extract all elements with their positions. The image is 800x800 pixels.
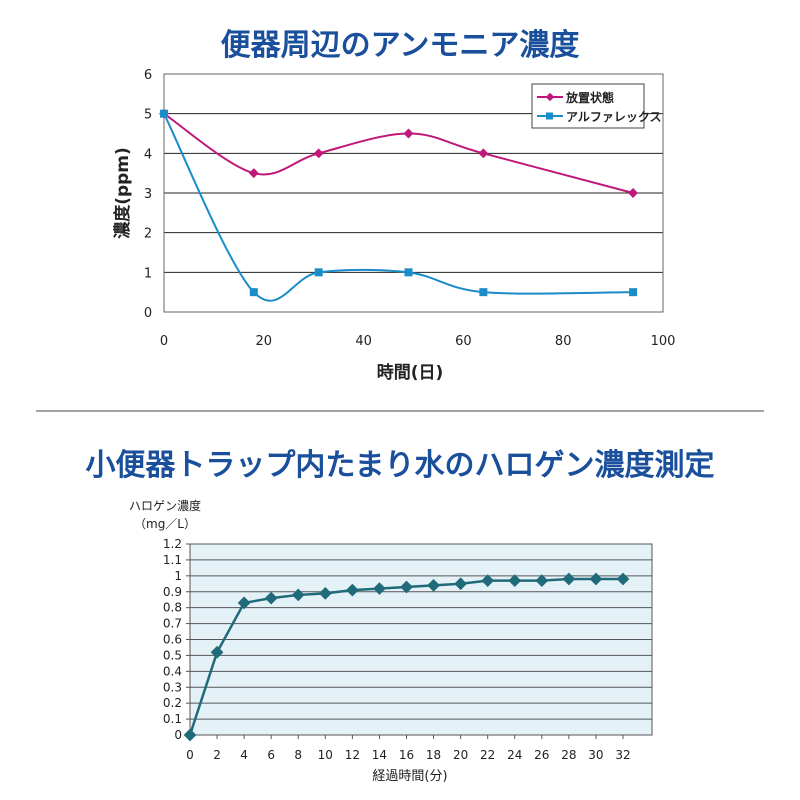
legend-box (531, 83, 645, 129)
x-tick-label: 32 (615, 748, 630, 762)
chart1-title: 便器周辺のアンモニア濃度 (221, 28, 580, 63)
series-line-1 (163, 113, 634, 302)
y-tick-label: 1.1 (163, 553, 182, 567)
data-point (629, 288, 638, 297)
y-tick-label: 0.7 (163, 617, 182, 631)
x-tick-label: 12 (345, 748, 360, 762)
data-point (479, 288, 488, 297)
y-tick-label: 2 (144, 227, 152, 242)
data-point (313, 148, 324, 159)
y-tick-label: 4 (144, 147, 152, 162)
y-tick-label: 0.5 (163, 648, 182, 662)
data-point (314, 268, 323, 277)
data-point (160, 109, 168, 118)
y-tick-label: 6 (144, 68, 152, 83)
plot-area (163, 73, 664, 313)
x-tick-label: 20 (453, 748, 468, 762)
x-tick-label: 26 (534, 748, 549, 762)
x-tick-label: 22 (480, 748, 495, 762)
x-tick-label: 18 (426, 748, 441, 762)
x-tick-label: 16 (399, 748, 414, 762)
x-tick-label: 30 (588, 748, 603, 762)
chart2-title: 小便器トラップ内たまり水のハロゲン濃度測定 (85, 448, 714, 483)
series-line-0 (163, 112, 634, 194)
data-point (248, 168, 259, 179)
y-tick-label: 0 (174, 728, 182, 742)
legend-label: アルファレックス (566, 110, 662, 124)
y-tick-label: 0.2 (163, 696, 182, 710)
x-tick-label: 10 (318, 748, 333, 762)
y-tick-label: 0 (144, 306, 152, 321)
chart1-ylabel: 濃度(ppm) (112, 147, 133, 239)
x-tick-label: 0 (186, 748, 194, 762)
x-tick-label: 2 (213, 748, 221, 762)
x-tick-label: 40 (355, 334, 372, 349)
chart2: 00.10.20.30.40.50.60.70.80.911.11.20 2 4 6 8… (163, 537, 653, 762)
y-tick-label: 0.1 (163, 712, 182, 726)
legend-marker (546, 112, 553, 120)
data-point (249, 288, 258, 297)
x-tick-label: 28 (561, 748, 576, 762)
y-tick-label: 5 (144, 108, 152, 123)
y-tick-label: 1.2 (163, 537, 182, 551)
chart2-ylabel-line2: （mg／L） (134, 517, 196, 531)
x-tick-label: 4 (240, 748, 248, 762)
x-tick-label: 80 (555, 334, 572, 349)
x-tick-label: 100 (651, 334, 676, 349)
y-tick-label: 1 (144, 266, 152, 281)
y-tick-label: 0.3 (163, 680, 182, 694)
chart2-xlabel: 経過時間(分) (372, 769, 447, 784)
data-point (403, 128, 414, 139)
x-tick-label: 24 (507, 748, 522, 762)
y-tick-label: 1 (174, 569, 182, 583)
x-tick-label: 0 (160, 334, 168, 349)
y-tick-label: 0.6 (163, 633, 182, 647)
x-tick-label: 60 (455, 334, 472, 349)
data-point (478, 148, 489, 159)
data-point (404, 268, 413, 277)
y-tick-label: 0.4 (163, 664, 182, 678)
x-tick-label: 20 (256, 334, 273, 349)
chart2-ylabel-line1: ハロゲン濃度 (129, 498, 201, 513)
legend-label: 放置状態 (565, 90, 614, 105)
chart1-xlabel: 時間(日) (377, 362, 444, 383)
x-tick-label: 8 (294, 748, 302, 762)
x-tick-label: 14 (372, 748, 387, 762)
x-tick-label: 6 (267, 748, 275, 762)
y-tick-label: 0.9 (163, 585, 182, 599)
y-tick-label: 3 (144, 187, 152, 202)
data-point (628, 188, 639, 198)
y-tick-label: 0.8 (163, 601, 182, 615)
